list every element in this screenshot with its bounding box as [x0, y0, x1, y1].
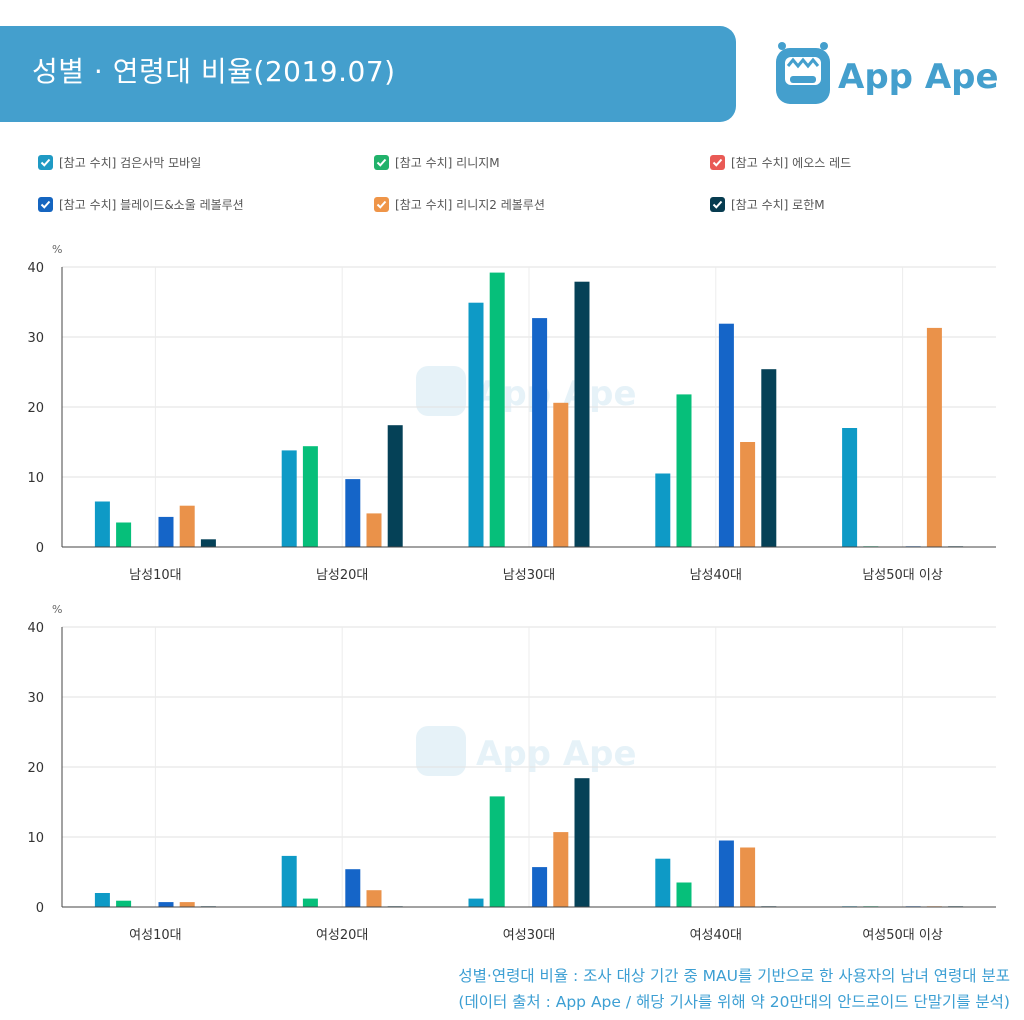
checkbox-checked-icon[interactable] — [710, 197, 725, 212]
legend-item[interactable]: [참고 수치] 로한M — [710, 196, 825, 213]
bar — [532, 867, 548, 907]
bar — [345, 869, 361, 907]
x-tick-label: 여성20대 — [316, 928, 368, 943]
y-tick-label: 20 — [27, 401, 44, 416]
checkbox-checked-icon[interactable] — [374, 155, 389, 170]
bar — [676, 882, 692, 907]
legend-item[interactable]: [참고 수치] 리니지2 레볼루션 — [374, 196, 545, 213]
legend-item[interactable]: [참고 수치] 리니지M — [374, 154, 500, 171]
y-tick-label: 40 — [27, 261, 44, 276]
bar — [655, 858, 671, 907]
watermark-ape-icon — [416, 366, 466, 416]
legend-item[interactable]: [참고 수치] 검은사막 모바일 — [38, 154, 201, 171]
bar — [116, 522, 132, 547]
watermark: App Ape — [416, 366, 637, 416]
x-tick-label: 남성50대 이상 — [862, 568, 943, 583]
bar — [532, 318, 548, 547]
y-unit-label: % — [52, 603, 62, 616]
bar — [676, 394, 692, 547]
legend-label: [참고 수치] 블레이드&소울 레볼루션 — [59, 198, 244, 212]
y-unit-label: % — [52, 243, 62, 256]
y-tick-label: 20 — [27, 761, 44, 776]
bar — [553, 402, 569, 547]
bar — [718, 840, 734, 907]
bar — [740, 847, 756, 907]
checkbox-checked-icon[interactable] — [38, 155, 53, 170]
bar — [200, 539, 216, 547]
page-title: 성별 · 연령대 비율(2019.07) — [32, 55, 396, 88]
brand-name: App Ape — [838, 57, 999, 97]
x-tick-label: 여성30대 — [503, 928, 555, 943]
watermark-ape-icon — [416, 726, 466, 776]
watermark-text: App Ape — [476, 734, 637, 774]
bar — [489, 272, 505, 547]
bar — [387, 425, 403, 547]
legend-label: [참고 수치] 리니지2 레볼루션 — [395, 198, 545, 212]
bar — [345, 479, 361, 547]
x-tick-label: 여성40대 — [690, 928, 742, 943]
y-tick-label: 0 — [36, 541, 44, 556]
x-tick-label: 남성30대 — [503, 568, 555, 583]
bar — [761, 369, 777, 547]
checkbox-checked-icon[interactable] — [374, 197, 389, 212]
legend-label: [참고 수치] 리니지M — [395, 156, 500, 170]
legend-item[interactable]: [참고 수치] 블레이드&소울 레볼루션 — [38, 196, 244, 213]
chart-female: App Ape% 0 10 20 30 40 여성10대 여성20대 여성30대 여성40대 여성5… — [27, 603, 996, 943]
x-tick-label: 남성40대 — [690, 568, 742, 583]
bar — [574, 778, 590, 907]
bar — [366, 513, 382, 547]
bar — [489, 796, 505, 907]
bar — [179, 902, 195, 907]
checkbox-checked-icon[interactable] — [710, 155, 725, 170]
bar — [655, 473, 671, 547]
bar — [553, 832, 569, 907]
legend-label: [참고 수치] 검은사막 모바일 — [59, 156, 202, 170]
x-tick-label: 여성50대 이상 — [862, 928, 943, 943]
checkbox-checked-icon[interactable] — [38, 197, 53, 212]
bar — [718, 323, 734, 547]
bar — [158, 516, 174, 547]
bar — [842, 428, 858, 547]
bar — [366, 890, 382, 907]
title-banner — [0, 26, 736, 122]
y-tick-label: 30 — [27, 331, 44, 346]
y-tick-label: 30 — [27, 691, 44, 706]
bar — [281, 450, 297, 547]
y-tick-label: 0 — [36, 901, 44, 916]
bar — [302, 898, 318, 907]
y-tick-label: 10 — [27, 471, 44, 486]
chart-male: App Ape% 0 10 20 30 40 남성10대 남성20대 남성30대 남성40대 남성5… — [27, 243, 996, 583]
legend-item[interactable]: [참고 수치] 에오스 레드 — [710, 154, 851, 171]
legend-label: [참고 수치] 로한M — [731, 198, 825, 212]
bar — [468, 302, 484, 547]
footnote-line-1: 성별·연령대 비율 : 조사 대상 기간 중 MAU를 기반으로 한 사용자의 … — [458, 967, 1010, 985]
footnote-line-2: (데이터 출처 : App Ape / 해당 기사를 위해 약 20만대의 안드… — [458, 993, 1010, 1011]
bar — [158, 902, 174, 907]
watermark: App Ape — [416, 726, 637, 776]
bar — [302, 446, 318, 547]
bar — [179, 505, 195, 547]
y-tick-label: 10 — [27, 831, 44, 846]
bar — [116, 900, 132, 907]
y-tick-label: 40 — [27, 621, 44, 636]
legend-label: [참고 수치] 에오스 레드 — [731, 156, 852, 170]
bar — [468, 898, 484, 907]
bar — [574, 281, 590, 547]
x-tick-label: 여성10대 — [129, 928, 181, 943]
bar — [281, 855, 297, 907]
bar — [926, 327, 942, 547]
bar — [94, 893, 110, 907]
x-tick-label: 남성20대 — [316, 568, 368, 583]
ape-face-icon — [776, 42, 830, 104]
app-ape-logo: App Ape — [776, 42, 999, 104]
bar — [740, 442, 756, 547]
bar — [94, 501, 110, 547]
x-tick-label: 남성10대 — [129, 568, 181, 583]
